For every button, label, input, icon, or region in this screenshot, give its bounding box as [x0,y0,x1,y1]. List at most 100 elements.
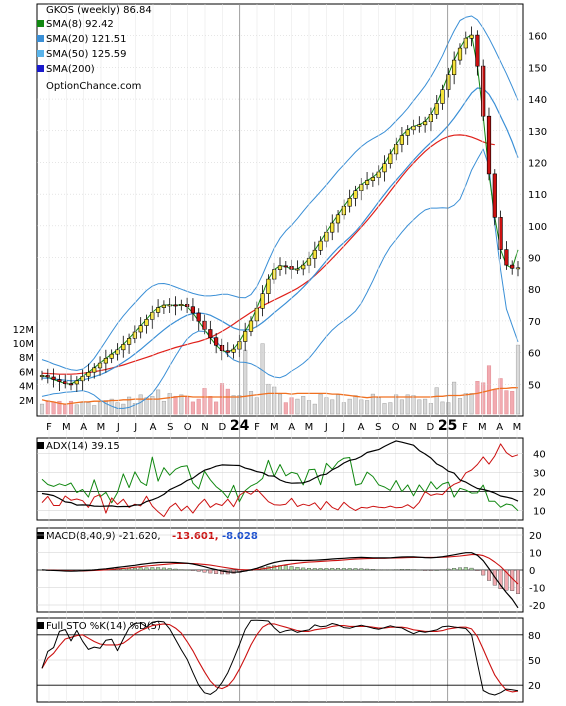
sto-d-line [41,623,519,693]
macd-histogram-bar [370,569,375,571]
candle-body [417,124,422,127]
macd-histogram-bar [185,569,190,571]
sto-k-line [41,619,519,696]
candle-body [74,380,79,385]
macd-histogram-bar [382,569,387,571]
candle-body [190,306,196,314]
time-tick-label: O [184,422,192,433]
volume-bar [411,395,416,415]
volume-bar [260,343,265,415]
volume-bar [86,402,91,415]
macd-histogram-bar [516,569,521,594]
adx-line [41,440,519,508]
volume-bar [463,393,468,415]
minus-di-line [41,443,519,518]
sto-swatch [37,622,44,629]
volume-bar [127,396,132,415]
macd-histogram-bar [423,569,428,571]
macd-histogram-bar [214,569,219,574]
volume-bar [399,399,404,415]
volume-bar [417,399,422,415]
macd-histogram-bar [219,569,224,575]
candle-body [463,37,468,49]
candle-body [515,267,521,270]
candle-body [486,115,492,175]
legend-sma200: SMA(200) [46,64,95,75]
volume-bar [225,388,230,415]
candle-body [446,74,451,90]
candle-body [173,304,178,307]
adx-tick-label: 20 [533,487,546,498]
sma20-line [41,87,519,382]
sto-tick-label: 50 [528,656,541,667]
candle-body [167,304,172,307]
chart-legend: GKOS (weekly) 86.84 SMA(8) 92.42 SMA(20)… [37,5,152,92]
time-tick-label: M [97,422,106,433]
volume-bar [45,400,50,415]
time-tick-label: J [341,422,345,433]
candle-body [115,349,120,355]
candle-body [202,320,207,330]
macd-histogram-bar [167,568,172,571]
price-tick-label: 120 [528,158,547,169]
macd-histogram-bar [196,569,201,572]
candle-body [277,265,283,270]
macd-histogram-bar [353,568,358,571]
volume-bar [144,397,149,415]
volume-bar [51,401,56,415]
candle-body [434,103,439,115]
volume-tick-label: 12M [13,325,34,336]
time-tick-label: A [80,422,87,433]
time-tick-label: D [218,422,226,433]
watermark: OptionChance.com [46,81,141,92]
macd-tick-label: -20 [529,601,545,612]
candle-body [132,331,138,339]
macd-histogram-bar [324,568,329,571]
signal-value-label: -8.028 [222,531,258,542]
candle-body [411,126,416,131]
macd-histogram-bar [179,569,184,571]
macd-histogram-bar [208,569,213,574]
candle-body [68,383,74,386]
candle-body [121,344,126,351]
volume-bar [515,344,521,415]
macd-histogram-bar [132,567,137,571]
legend-swatch-sma8 [37,20,44,27]
volume-bar [103,400,108,415]
volume-bar [353,395,358,415]
volume-bar [57,400,62,415]
macd-histogram-bar [312,568,317,571]
macd-histogram-bar [307,568,312,571]
candle-body [109,353,114,359]
macd-histogram-bar [428,569,433,571]
candle-body [301,264,306,270]
volume-tick-label: 8M [19,353,34,364]
candle-body [225,350,230,353]
price-tick-label: 90 [528,254,541,265]
time-tick-label: 24 [230,418,250,434]
time-tick-label: M [270,422,279,433]
macd-histogram-bar [365,568,370,571]
candle-body [138,325,143,333]
volume-bar [161,400,166,415]
time-tick-label: 25 [438,418,457,434]
candle-body [469,34,474,39]
volume-bar [179,394,184,415]
volume-bar [92,405,97,415]
volume-bar [434,387,439,415]
volume-bar [330,399,335,415]
volume-average-line [41,387,518,405]
macd-histogram-bar [272,565,277,571]
candle-body [475,34,480,67]
candle-body [335,214,341,224]
volume-bar [39,403,45,415]
volume-bar [365,400,370,415]
time-tick-label: F [254,422,260,433]
time-tick-label: N [201,422,208,433]
volume-bar [498,378,503,415]
candle-body [405,129,410,136]
volume-bar [214,401,219,415]
volume-bar [370,393,375,415]
volume-bar [312,403,317,415]
